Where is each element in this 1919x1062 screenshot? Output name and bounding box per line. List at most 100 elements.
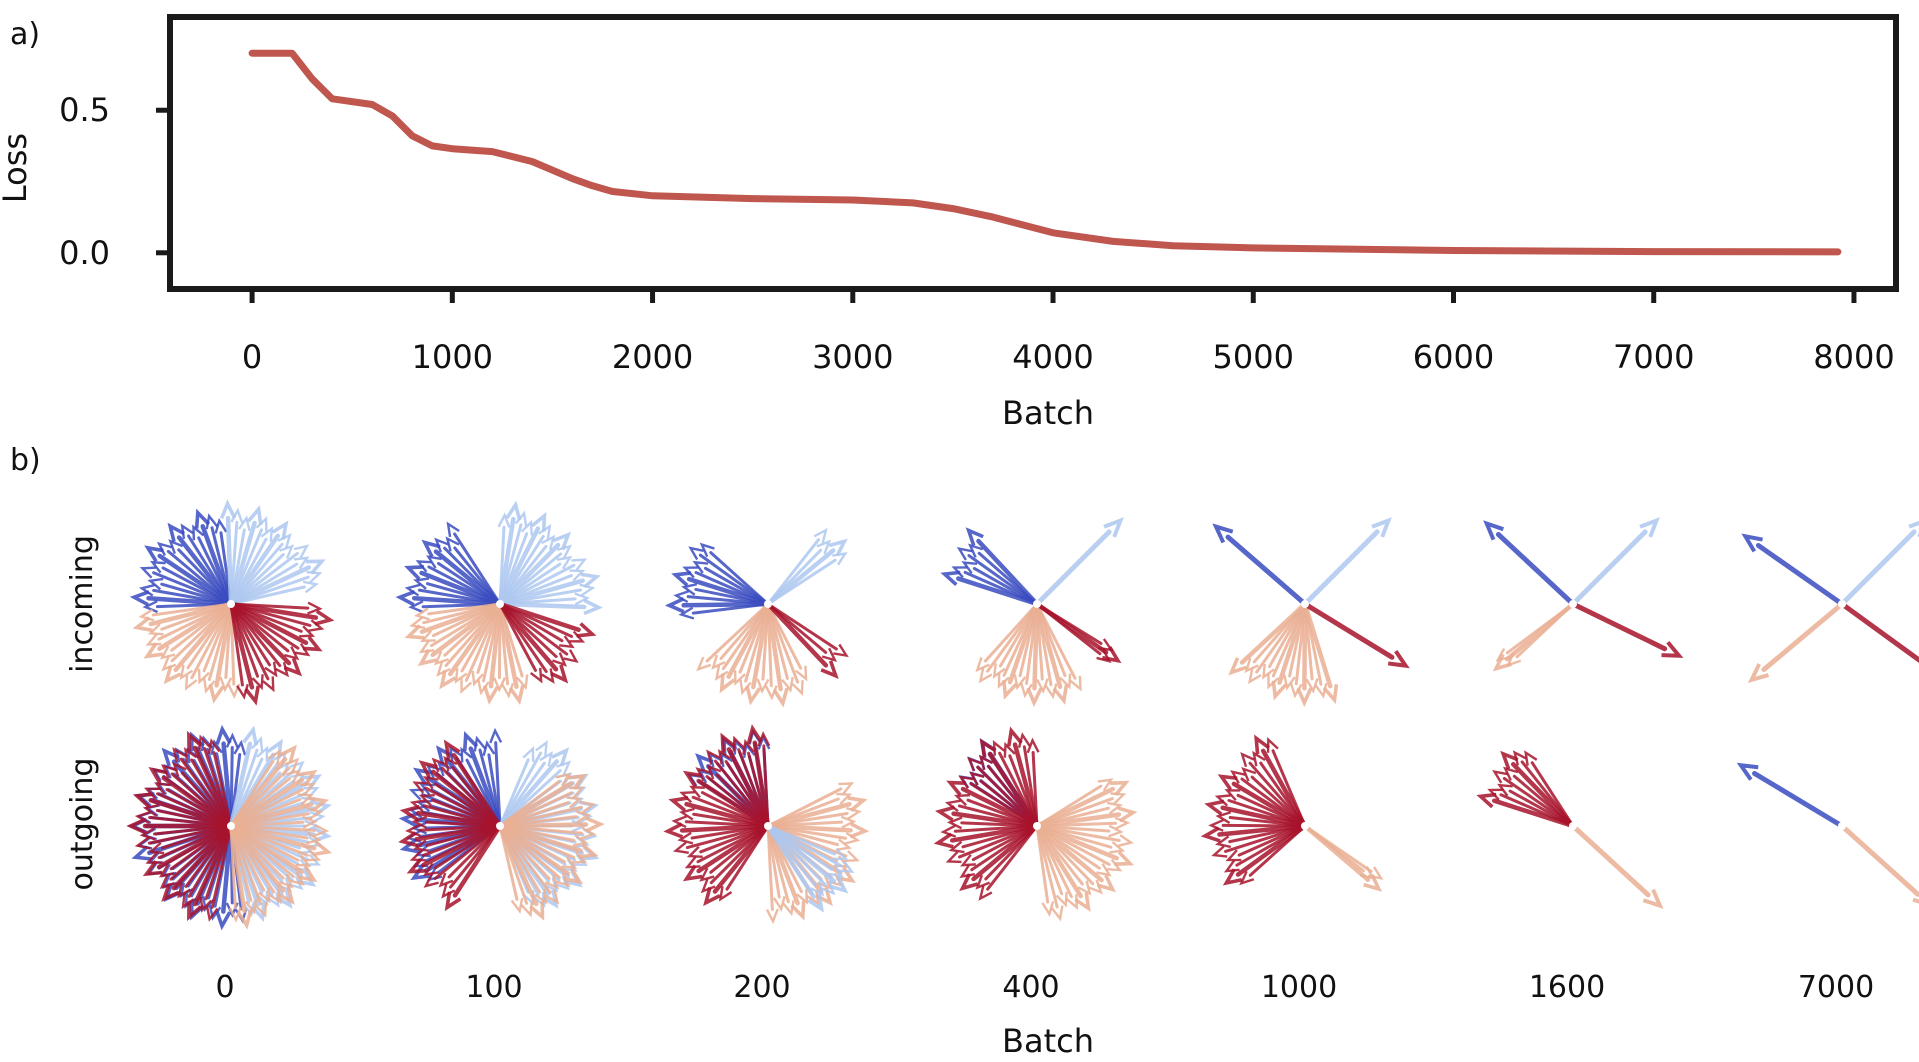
vector-arrow — [1747, 601, 1845, 683]
fan-outgoing-100 — [398, 727, 605, 921]
vector-arrow — [1302, 517, 1392, 607]
vector-arrow — [1035, 602, 1082, 692]
vector-arrow — [1302, 601, 1410, 669]
fan-outgoing-7000 — [1736, 762, 1919, 904]
fan-origin — [1033, 600, 1041, 608]
vector-fans: 0 100 200 400 1000 1600 7000 — [126, 499, 1919, 1005]
fan-origin — [1569, 600, 1577, 608]
loss-line — [248, 49, 1842, 256]
column-label: 100 — [465, 970, 522, 1005]
fan-outgoing-200 — [663, 724, 870, 925]
fan-incoming-0 — [129, 499, 335, 706]
fan-origin — [764, 600, 772, 608]
x-tick-label: 5000 — [1213, 338, 1294, 376]
vector-arrow — [978, 824, 1039, 901]
vector-arrow — [1303, 824, 1384, 880]
vector-arrow — [1200, 823, 1308, 843]
vector-arrow — [766, 824, 849, 861]
x-tick-label: 6000 — [1413, 338, 1494, 376]
x-tick-label: 0 — [242, 338, 262, 376]
fan-incoming-100 — [395, 500, 604, 706]
vector-arrow — [1839, 601, 1919, 664]
x-tick-label: 8000 — [1813, 338, 1894, 376]
fan-origin — [1301, 600, 1309, 608]
vector-arrow — [933, 823, 1040, 849]
vector-arrow — [1741, 533, 1845, 607]
vector-arrow — [766, 782, 855, 828]
row-label-incoming: incoming — [65, 535, 100, 673]
column-label: 200 — [733, 970, 790, 1005]
fan-origin — [764, 822, 772, 830]
fan-incoming-1600 — [1483, 517, 1684, 672]
fans-xlabel: Batch — [1002, 1022, 1094, 1060]
fan-origin — [1569, 822, 1577, 830]
vector-arrow — [498, 602, 579, 664]
fan-incoming-7000 — [1741, 520, 1919, 683]
fan-origin — [1838, 600, 1846, 608]
vector-arrow — [745, 601, 771, 706]
vector-arrow — [765, 601, 839, 680]
fan-incoming-400 — [940, 517, 1124, 708]
vector-arrow — [498, 772, 571, 828]
vector-arrow — [219, 499, 237, 607]
vector-arrow — [1839, 520, 1919, 607]
vector-arrow — [1034, 517, 1124, 607]
fan-outgoing-1600 — [1476, 750, 1664, 910]
loss-axes: 0 1000 2000 3000 4000 5000 6000 7000 8000 0.0 0.5 — [59, 49, 1895, 376]
vector-arrow — [1483, 520, 1576, 607]
vector-arrow — [228, 601, 335, 626]
fan-incoming-200 — [664, 527, 849, 708]
panel-b-label: b) — [10, 443, 41, 478]
vector-arrow — [444, 823, 503, 912]
vector-arrow — [678, 602, 770, 620]
vector-arrow — [765, 538, 848, 607]
x-tick-label: 7000 — [1613, 338, 1694, 376]
vector-arrow — [498, 746, 535, 828]
vector-arrow — [497, 747, 570, 829]
vector-arrow — [1506, 602, 1575, 668]
x-tick-label: 2000 — [612, 338, 693, 376]
fan-origin — [227, 600, 235, 608]
vector-arrow — [766, 602, 849, 658]
fan-outgoing-0 — [126, 724, 333, 931]
fan-origin — [1838, 822, 1846, 830]
vector-arrow — [1476, 792, 1576, 829]
vector-arrow — [718, 824, 770, 902]
vector-arrow — [1570, 517, 1660, 607]
vector-arrow — [1302, 601, 1339, 705]
loss-xlabel: Batch — [1002, 394, 1094, 432]
vector-arrow — [229, 601, 323, 615]
vector-arrow — [228, 725, 258, 829]
y-tick-label: 0.5 — [59, 91, 110, 129]
fan-outgoing-400 — [933, 726, 1138, 922]
vector-arrow — [1570, 601, 1684, 658]
fan-origin — [1301, 822, 1309, 830]
column-label: 1000 — [1261, 970, 1337, 1005]
vector-arrow — [979, 738, 1040, 829]
vector-arrow — [215, 823, 234, 931]
column-label: 1600 — [1529, 970, 1605, 1005]
vector-arrow — [497, 512, 511, 606]
vector-arrow — [1035, 602, 1114, 652]
x-tick-label: 4000 — [1012, 338, 1093, 376]
vector-arrow — [1736, 762, 1845, 829]
vector-arrow — [229, 748, 282, 828]
vector-arrow — [1839, 823, 1919, 904]
vector-arrow — [1212, 523, 1308, 607]
vector-arrow — [205, 824, 233, 922]
fan-origin — [227, 822, 235, 830]
vector-arrow — [497, 601, 597, 638]
fan-incoming-1000 — [1212, 517, 1410, 708]
vector-arrow — [766, 527, 828, 606]
x-tick-label: 3000 — [812, 338, 893, 376]
vector-arrow — [940, 570, 1040, 607]
loss-ylabel: Loss — [0, 133, 34, 203]
vector-arrow — [1035, 778, 1114, 828]
vector-arrow — [766, 602, 808, 682]
fan-outgoing-1000 — [1200, 734, 1384, 892]
vector-arrow — [1239, 824, 1307, 886]
vector-arrow — [228, 559, 326, 607]
fan-origin — [496, 600, 504, 608]
vector-arrow — [1254, 734, 1308, 829]
column-label: 0 — [215, 970, 234, 1005]
